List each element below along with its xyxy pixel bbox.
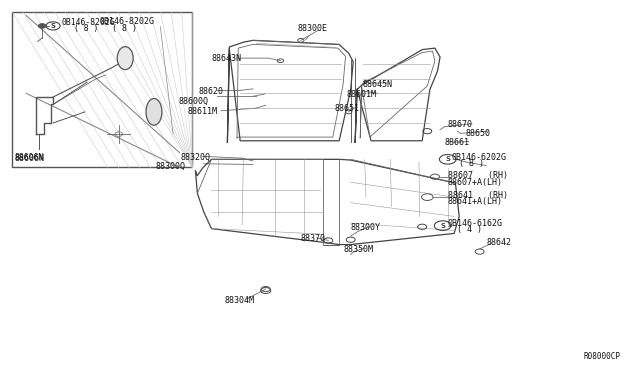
Text: S: S bbox=[445, 156, 450, 162]
Ellipse shape bbox=[146, 99, 162, 125]
Text: 88320Q: 88320Q bbox=[180, 153, 211, 161]
Bar bbox=[12, 12, 192, 167]
Text: 88661: 88661 bbox=[445, 138, 470, 147]
Text: S: S bbox=[51, 23, 56, 29]
Text: ( 8 ): ( 8 ) bbox=[74, 24, 99, 33]
Text: 88300E: 88300E bbox=[298, 24, 328, 33]
Text: 0B146-6162G: 0B146-6162G bbox=[448, 219, 503, 228]
Text: S: S bbox=[440, 223, 445, 229]
Text: ( 4 ): ( 4 ) bbox=[458, 225, 483, 234]
Text: 88651: 88651 bbox=[334, 104, 359, 113]
Text: 88642: 88642 bbox=[486, 238, 511, 247]
Text: 0B146-8202G: 0B146-8202G bbox=[100, 17, 155, 26]
Text: 88611M: 88611M bbox=[187, 108, 217, 116]
Text: 88600Q: 88600Q bbox=[178, 97, 208, 106]
Text: 88601M: 88601M bbox=[347, 90, 377, 99]
Text: 0B146-8202G: 0B146-8202G bbox=[61, 19, 115, 28]
Text: 88304M: 88304M bbox=[224, 296, 254, 305]
Text: R08000CP: R08000CP bbox=[583, 352, 620, 361]
Text: ( 8 ): ( 8 ) bbox=[113, 24, 138, 33]
Text: 88350M: 88350M bbox=[344, 244, 374, 253]
Circle shape bbox=[38, 24, 46, 28]
Text: 88300Q: 88300Q bbox=[156, 162, 185, 171]
Text: 88650: 88650 bbox=[466, 128, 491, 138]
Text: 88606N: 88606N bbox=[15, 154, 45, 163]
Text: 88607   (RH): 88607 (RH) bbox=[448, 171, 508, 180]
Text: ( 8 ): ( 8 ) bbox=[460, 159, 484, 168]
Text: 88645N: 88645N bbox=[363, 80, 393, 89]
Text: 88641+A(LH): 88641+A(LH) bbox=[448, 197, 503, 206]
Text: 88300Y: 88300Y bbox=[351, 223, 381, 232]
Text: 88607+A(LH): 88607+A(LH) bbox=[448, 178, 503, 187]
Text: 88641   (RH): 88641 (RH) bbox=[448, 191, 508, 200]
Text: 88620: 88620 bbox=[198, 87, 223, 96]
Text: 88643N: 88643N bbox=[211, 54, 241, 62]
Text: 0B146-6202G: 0B146-6202G bbox=[452, 153, 506, 161]
Text: 88606N: 88606N bbox=[15, 153, 44, 161]
Ellipse shape bbox=[117, 46, 133, 70]
Text: 88370: 88370 bbox=[301, 234, 326, 243]
Text: 88670: 88670 bbox=[448, 121, 473, 129]
